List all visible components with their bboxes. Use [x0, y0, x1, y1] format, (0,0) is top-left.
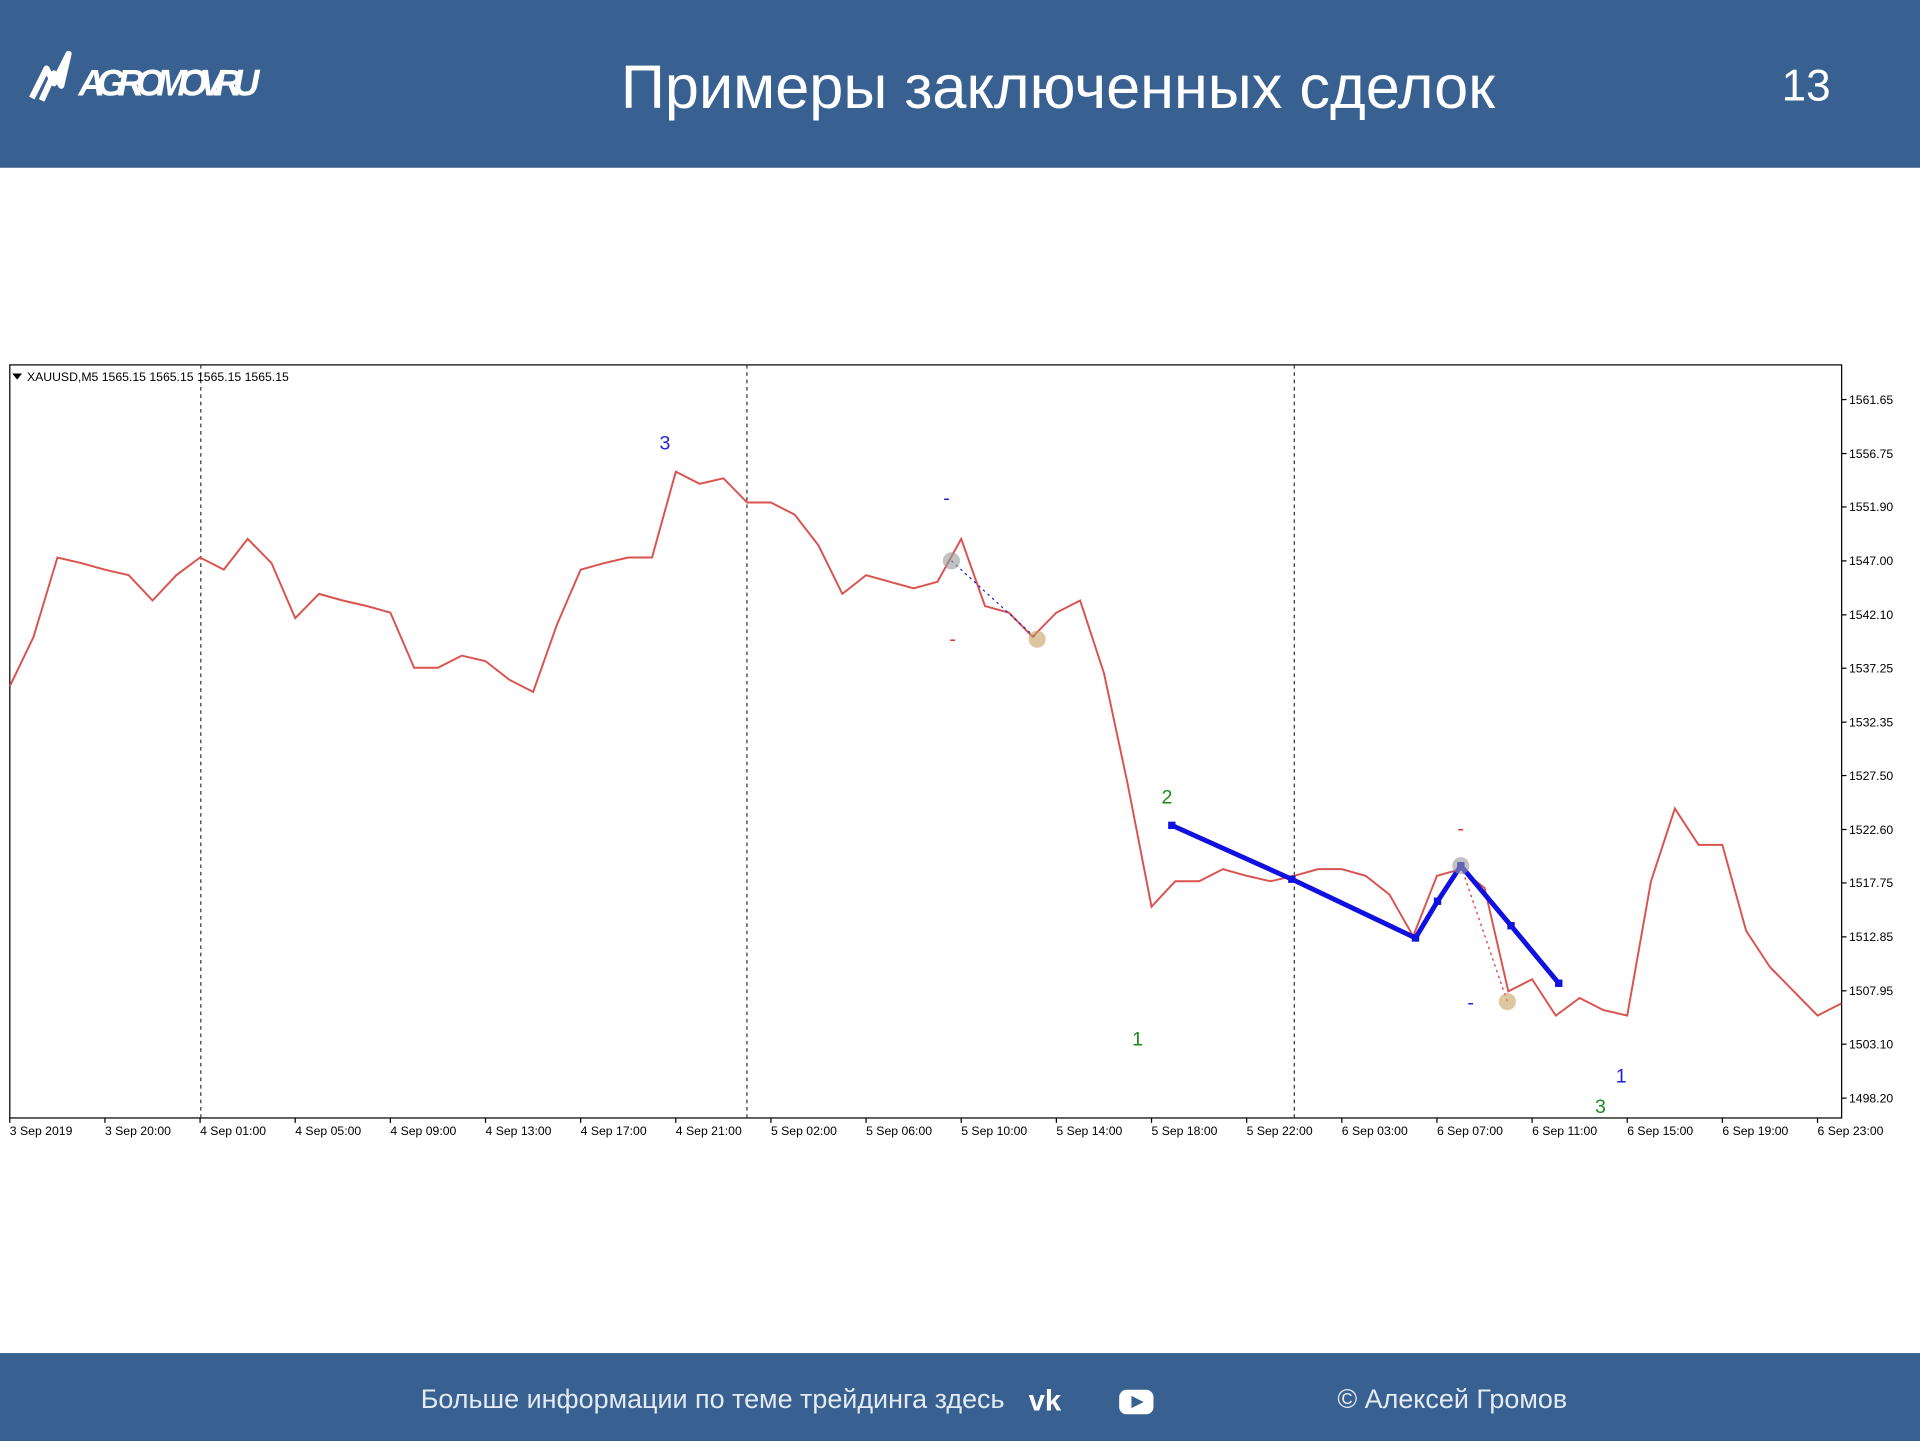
trade-line [951, 560, 1038, 640]
x-tick-label: 6 Sep 11:00 [1532, 1124, 1597, 1138]
y-tick-label: 1551.90 [1849, 500, 1893, 514]
logo-icon [29, 50, 72, 102]
y-tick-label: 1498.20 [1849, 1091, 1893, 1105]
x-tick-label: 4 Sep 21:00 [676, 1124, 742, 1138]
zigzag-point [1555, 979, 1563, 987]
x-tick-label: 6 Sep 07:00 [1437, 1124, 1503, 1138]
logo: AGROMOV.RU [77, 63, 261, 104]
youtube-play [1131, 1395, 1144, 1409]
y-tick-label: 1507.95 [1849, 984, 1893, 998]
y-tick-label: 1517.75 [1849, 876, 1893, 890]
annotation: 3 [659, 432, 670, 454]
x-tick-label: 6 Sep 23:00 [1818, 1124, 1884, 1138]
price-line [8, 470, 1842, 1018]
annotation: - [1467, 992, 1474, 1014]
vk-icon[interactable]: vk [1029, 1385, 1062, 1418]
x-tick-label: 3 Sep 20:00 [105, 1124, 171, 1138]
y-tick-label: 1542.10 [1849, 608, 1893, 622]
x-tick-label: 4 Sep 13:00 [486, 1124, 552, 1138]
header-bar [0, 0, 1920, 168]
exit-marker [1028, 630, 1046, 648]
drawings [942, 552, 1563, 1011]
copyright: © Алексей Громов [1337, 1384, 1567, 1414]
x-tick-label: 5 Sep 06:00 [866, 1124, 932, 1138]
day-separators [200, 364, 1295, 1118]
annotation: 3 [1595, 1096, 1606, 1118]
y-tick-label: 1537.25 [1849, 662, 1893, 676]
plot: 1561.65 1556.75 1551.90 1547.00 1542.10 1537.… [8, 393, 1893, 1138]
y-tick-label: 1527.50 [1849, 769, 1893, 783]
x-tick-label: 6 Sep 03:00 [1342, 1124, 1408, 1138]
y-tick-label: 1532.35 [1849, 715, 1893, 729]
x-tick-label: 3 Sep 2019 [10, 1124, 73, 1138]
annotation: 1 [1132, 1029, 1143, 1051]
y-tick-label: 1547.00 [1849, 554, 1893, 568]
symbol-marker [12, 373, 23, 380]
y-tick-label: 1561.65 [1849, 393, 1893, 407]
exit-marker [1498, 993, 1516, 1011]
x-tick-label: 6 Sep 19:00 [1722, 1124, 1788, 1138]
x-tick-label: 4 Sep 01:00 [200, 1124, 266, 1138]
entry-marker [1452, 857, 1470, 875]
zigzag-point [1433, 897, 1442, 905]
x-tick-label: 5 Sep 18:00 [1152, 1124, 1218, 1138]
footer-text: Больше информации по теме трейдинга здес… [421, 1384, 1005, 1414]
x-tick-label: 5 Sep 22:00 [1247, 1124, 1313, 1138]
entry-marker [942, 552, 960, 570]
x-tick-label: 4 Sep 09:00 [390, 1124, 456, 1138]
x-tick-label: 5 Sep 02:00 [771, 1124, 837, 1138]
annotation: 1 [1616, 1065, 1627, 1087]
annotation: 2 [1161, 786, 1172, 808]
x-tick-label: 6 Sep 15:00 [1627, 1124, 1693, 1138]
x-tick-label: 4 Sep 17:00 [581, 1124, 647, 1138]
y-tick-label: 1522.60 [1849, 823, 1893, 837]
plot-area [9, 364, 1843, 1119]
zigzag-point [1168, 821, 1176, 829]
x-tick-label: 4 Sep 05:00 [295, 1124, 361, 1138]
zigzag-point [1507, 922, 1515, 930]
y-tick-label: 1512.85 [1849, 930, 1893, 944]
page-number: 13 [1782, 61, 1831, 110]
zigzag-point [1411, 934, 1420, 942]
title: Примеры заключенных сделок [621, 53, 1496, 121]
chart-subtitle: XAUUSD,M5 1565.15 1565.15 1565.15 1565.1… [27, 370, 289, 384]
y-tick-label: 1556.75 [1849, 447, 1893, 461]
footer-bar [0, 1353, 1920, 1441]
x-tick-label: 5 Sep 14:00 [1056, 1124, 1122, 1138]
x-tick-label: 5 Sep 10:00 [961, 1124, 1027, 1138]
annotation: - [949, 628, 956, 650]
annotation: - [1458, 818, 1465, 840]
zigzag-point [1288, 875, 1296, 883]
annotation: - [943, 487, 950, 509]
y-tick-label: 1503.10 [1849, 1037, 1893, 1051]
